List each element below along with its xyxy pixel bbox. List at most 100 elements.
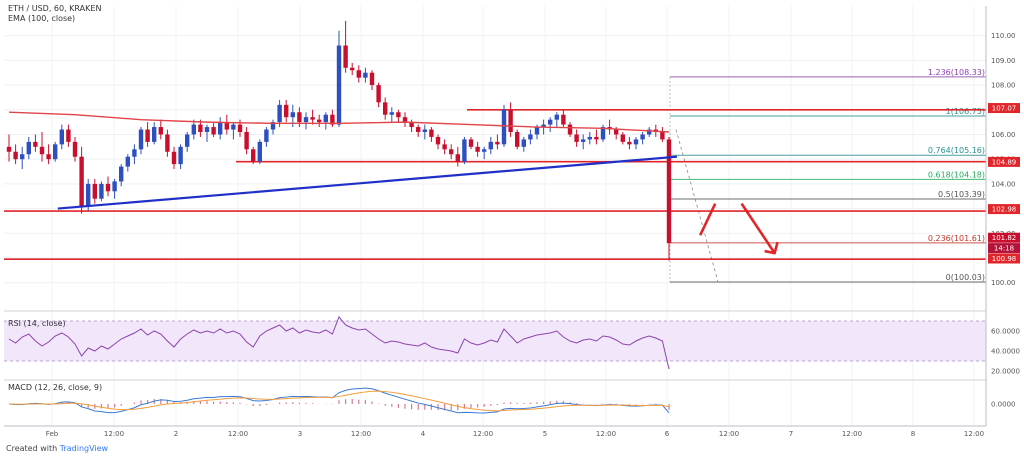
macd-panel [8, 387, 670, 414]
price-tick-label: 106.00 [991, 131, 1016, 139]
price-tag [988, 232, 1020, 243]
time-tick-label: 5 [543, 430, 547, 438]
candle-body [468, 139, 474, 147]
ema-label: EMA (100, close) [8, 14, 75, 23]
projection-arrows [699, 202, 779, 255]
candle-body [323, 114, 328, 123]
candle-body [409, 122, 414, 128]
price-tag [988, 156, 1020, 167]
candle-body [284, 104, 289, 118]
time-tick-label: 8 [911, 430, 915, 438]
candle-body [640, 134, 645, 140]
ema-polyline [8, 111, 670, 133]
macd-label: MACD (12, 26, close, 9) [8, 383, 102, 392]
candle-body [132, 149, 137, 157]
candle-body [442, 144, 447, 150]
candle-body [429, 129, 434, 137]
fib-level-label: 0.236(101.61) [928, 234, 985, 243]
candle-body [244, 132, 249, 150]
fib-level-label: 0(100.03) [946, 273, 985, 282]
candle-body [422, 129, 427, 132]
candle-body [534, 127, 540, 135]
candle-body [145, 129, 150, 142]
candle-body [402, 117, 408, 123]
candle-body [435, 136, 441, 145]
candle-body [112, 181, 117, 192]
candle-body [614, 129, 619, 135]
macd-tick-label: 0.0000 [991, 401, 1016, 409]
candle-body [6, 146, 12, 152]
candle-body [211, 127, 216, 135]
price-tag-label: 102.98 [992, 206, 1017, 214]
candle-body [303, 117, 309, 123]
candle-body [92, 183, 97, 199]
rsi-tick-label: 60.0000 [991, 328, 1020, 336]
price-tick-label: 104.00 [991, 180, 1016, 188]
candle-body [660, 132, 665, 140]
candle-body [581, 139, 586, 142]
price-tick-label: 110.00 [991, 32, 1016, 40]
candle-body [86, 183, 91, 207]
candle-body [396, 112, 401, 118]
candle-body [46, 154, 51, 160]
time-tick-label: 7 [789, 430, 793, 438]
macd-line [8, 387, 670, 414]
candle-body [138, 129, 144, 150]
candle-body [198, 124, 203, 132]
time-tick-label: 12:00 [351, 430, 371, 438]
candle-body [521, 139, 526, 147]
candle-body [185, 134, 190, 147]
fib-level-label: 0.618(104.18) [928, 170, 985, 179]
candle-body [72, 141, 78, 157]
candle-body [620, 134, 625, 142]
candle-body [277, 104, 282, 123]
candle-body [99, 183, 104, 199]
rsi-tick-label: 40.0000 [991, 348, 1020, 356]
ascending-trend-line [57, 155, 678, 210]
price-tag [988, 103, 1020, 114]
rsi-line [8, 316, 670, 370]
rsi-panel [4, 316, 986, 370]
candle-body [343, 45, 348, 68]
tradingview-logo[interactable]: TradingView [59, 444, 109, 453]
price-tag-label: 100.98 [992, 255, 1017, 263]
price-tag-label: 107.07 [992, 105, 1017, 113]
time-tick-label: 12:00 [473, 430, 493, 438]
arrow-head [764, 241, 779, 255]
candle-body [105, 183, 111, 192]
candle-body [495, 141, 500, 145]
candle-body [290, 112, 295, 118]
candle-body [231, 124, 236, 130]
fib-level-label: 1.236(108.33) [928, 68, 985, 77]
candle-body [59, 129, 64, 145]
candle-body [594, 136, 599, 140]
candle-body [363, 72, 368, 78]
candle-body [79, 156, 84, 207]
candle-body [165, 134, 170, 152]
candle-body [178, 146, 183, 165]
candle-body [488, 141, 493, 150]
rsi-tick-label: 20.0000 [991, 368, 1020, 376]
candle-body [633, 139, 639, 145]
time-tick-label: 12:00 [719, 430, 739, 438]
candle-body [53, 144, 58, 160]
time-tick-label: 12:00 [596, 430, 616, 438]
price-tick-label: 100.00 [991, 279, 1016, 287]
candle-body [515, 132, 520, 147]
candle-body [548, 119, 553, 125]
time-tick-label: 12:00 [964, 430, 984, 438]
candle-body [264, 129, 269, 142]
candle-body [152, 127, 157, 142]
projection-up-arrow [699, 203, 717, 236]
candle-body [257, 141, 262, 162]
price-tick-label: 109.00 [991, 57, 1016, 65]
candle-body [561, 114, 566, 125]
price-tag-label: 104.89 [992, 158, 1017, 166]
candle-body [416, 127, 421, 132]
candle-body [369, 72, 375, 86]
fibonacci-levels: 1.236(108.33) 1(106.75) 0.764(105.16) 0.618… [669, 68, 986, 283]
candle-body [455, 154, 460, 162]
candle-body [528, 134, 533, 140]
